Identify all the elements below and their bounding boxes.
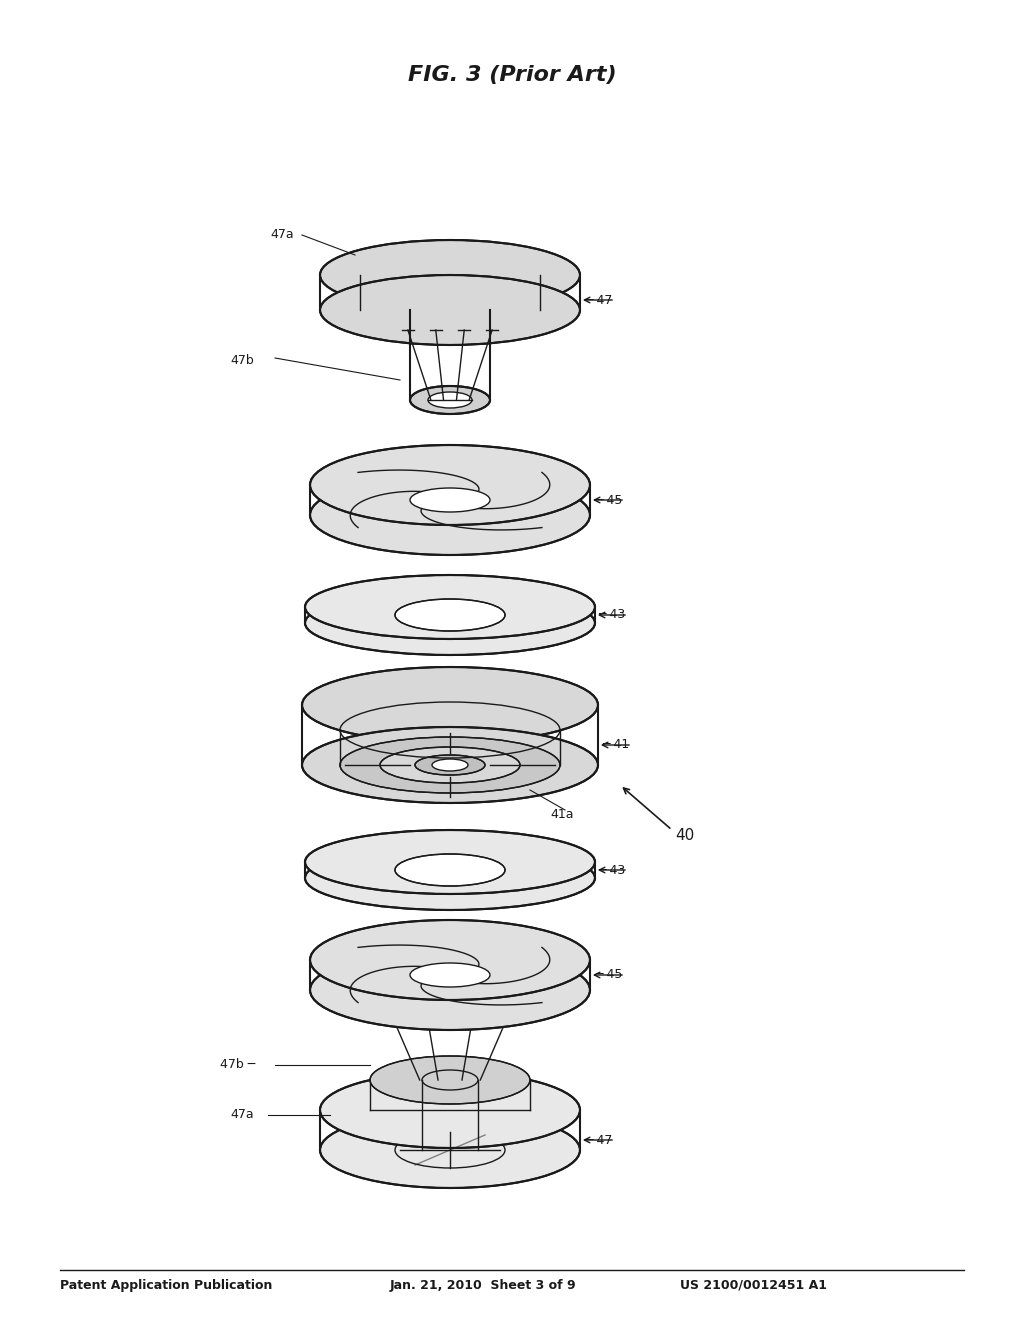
Text: Patent Application Publication: Patent Application Publication [60,1279,272,1291]
Ellipse shape [370,1056,530,1104]
Ellipse shape [305,830,595,894]
Ellipse shape [302,667,598,743]
Ellipse shape [305,576,595,639]
Text: ─ 45: ─ 45 [595,969,623,982]
Ellipse shape [395,599,505,631]
Ellipse shape [319,240,580,310]
Ellipse shape [319,1111,580,1188]
Ellipse shape [410,964,490,987]
Ellipse shape [432,759,468,771]
Ellipse shape [310,475,590,554]
Ellipse shape [305,591,595,655]
Ellipse shape [302,727,598,803]
Text: 47b ─: 47b ─ [220,1059,255,1072]
Text: ─ 47: ─ 47 [585,293,612,306]
Text: 47b: 47b [230,354,254,367]
Text: US 2100/0012451 A1: US 2100/0012451 A1 [680,1279,827,1291]
Ellipse shape [380,747,520,783]
Ellipse shape [410,385,490,414]
Ellipse shape [340,737,560,793]
Ellipse shape [319,1072,580,1148]
Text: 47a: 47a [230,1109,254,1122]
Text: ─ 43: ─ 43 [598,609,626,622]
Ellipse shape [310,950,590,1030]
Text: FIG. 3 (Prior Art): FIG. 3 (Prior Art) [408,65,616,84]
Text: 40: 40 [675,828,694,842]
Ellipse shape [310,445,590,525]
Text: ─ 45: ─ 45 [595,494,623,507]
Text: Jan. 21, 2010  Sheet 3 of 9: Jan. 21, 2010 Sheet 3 of 9 [390,1279,577,1291]
Text: 41a: 41a [550,808,573,821]
Text: ─ 41: ─ 41 [602,738,630,751]
Ellipse shape [305,846,595,909]
Text: ─ 43: ─ 43 [598,863,626,876]
Ellipse shape [310,920,590,1001]
Ellipse shape [319,275,580,345]
Text: ─ 47: ─ 47 [585,1134,612,1147]
Text: 47a: 47a [270,228,294,242]
Ellipse shape [415,755,485,775]
Ellipse shape [428,392,472,408]
Ellipse shape [410,488,490,512]
Ellipse shape [395,854,505,886]
